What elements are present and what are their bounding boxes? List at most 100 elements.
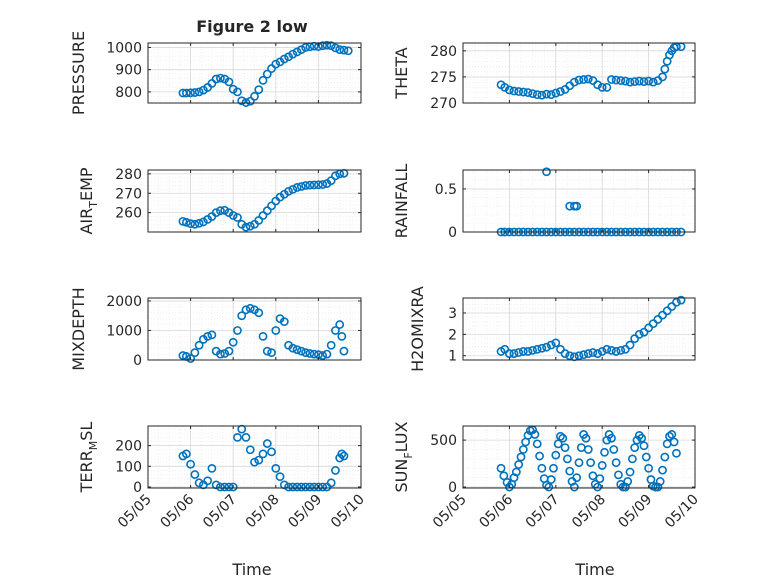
data-point: [318, 180, 328, 189]
y-tick-label: 2: [448, 327, 457, 343]
data-point: [337, 449, 347, 459]
x-axis-label-right: Time: [574, 560, 614, 579]
y-axis-label: TERRMSL: [77, 422, 100, 494]
data-point: [288, 482, 298, 492]
y-tick-label: 0.5: [435, 182, 457, 198]
data-point: [558, 433, 568, 443]
data-point: [514, 460, 524, 469]
y-tick-label: 500: [430, 433, 457, 449]
data-point: [305, 180, 315, 190]
data-point: [551, 88, 561, 98]
data-point: [632, 435, 642, 445]
data-point: [233, 213, 242, 222]
data-point: [258, 211, 268, 220]
data-point: [532, 90, 542, 100]
data-point: [563, 454, 572, 464]
x-axis-label-left: Time: [231, 560, 271, 579]
data-point: [614, 470, 623, 480]
data-point: [207, 463, 217, 473]
data-point: [648, 77, 658, 87]
data-point: [509, 349, 519, 358]
data-point: [335, 45, 345, 55]
axes-box: [462, 169, 696, 233]
data-point: [258, 75, 268, 85]
data-point: [625, 467, 635, 477]
data-point: [250, 91, 259, 101]
data-point: [574, 75, 584, 85]
data-point: [241, 222, 251, 232]
data-point: [572, 201, 582, 211]
data-point: [597, 82, 607, 92]
y-axis-label: PRESSURE: [69, 31, 88, 115]
data-point: [288, 343, 298, 353]
y-tick-label: 270: [115, 186, 142, 202]
data-point: [569, 482, 579, 492]
data-point: [301, 348, 311, 358]
data-point: [220, 482, 230, 492]
data-point: [331, 171, 340, 181]
data-point: [292, 47, 302, 57]
data-point: [648, 319, 658, 329]
data-point: [331, 466, 340, 475]
data-point: [581, 433, 591, 443]
data-point: [607, 433, 616, 443]
data-point: [672, 448, 681, 458]
data-point: [518, 87, 528, 97]
data-point: [639, 77, 649, 87]
data-point: [301, 482, 311, 492]
y-tick-label: 1: [448, 349, 457, 365]
data-point: [639, 327, 649, 337]
data-point: [254, 85, 264, 95]
y-tick-label: 3: [448, 306, 457, 322]
data-point: [288, 49, 298, 59]
data-point: [542, 480, 551, 490]
data-point: [296, 45, 306, 55]
data-point: [267, 447, 276, 457]
data-point: [313, 482, 323, 492]
data-point: [233, 326, 242, 335]
data-point: [528, 89, 537, 99]
data-point: [518, 445, 528, 454]
data-point: [630, 443, 640, 453]
data-point: [331, 326, 340, 335]
data-point: [339, 45, 349, 55]
data-point: [258, 449, 268, 459]
data-point: [313, 180, 323, 190]
data-point: [275, 472, 285, 482]
data-point: [279, 317, 289, 327]
figure-title: Figure 2 low: [196, 17, 308, 36]
data-point: [551, 338, 561, 348]
data-point: [572, 473, 582, 483]
y-tick-label: 2000: [106, 294, 142, 310]
data-point: [516, 452, 526, 462]
data-point: [271, 463, 281, 473]
data-point: [309, 349, 319, 359]
data-point: [560, 443, 570, 453]
y-tick-label: 0: [448, 225, 457, 241]
data-point: [326, 478, 336, 488]
data-point: [667, 302, 677, 311]
data-point: [665, 431, 674, 441]
data-point: [186, 88, 195, 98]
axes-box: [147, 425, 362, 489]
data-point: [532, 344, 542, 354]
data-point: [224, 346, 234, 356]
data-point: [279, 54, 289, 64]
data-point: [625, 77, 635, 87]
data-point: [653, 314, 663, 324]
data-point: [262, 69, 272, 79]
data-point: [224, 77, 234, 87]
data-point: [254, 215, 264, 225]
data-point: [627, 454, 637, 464]
data-point: [245, 445, 255, 455]
data-point: [579, 75, 589, 84]
data-point: [504, 85, 514, 95]
data-point: [658, 72, 667, 82]
data-point: [551, 450, 561, 460]
data-point: [326, 340, 336, 350]
data-point: [181, 88, 191, 98]
y-axis-label: MIXDEPTH: [69, 287, 88, 370]
data-point: [639, 441, 649, 451]
axes-box: [462, 297, 696, 361]
y-tick-label: 0: [448, 480, 457, 496]
